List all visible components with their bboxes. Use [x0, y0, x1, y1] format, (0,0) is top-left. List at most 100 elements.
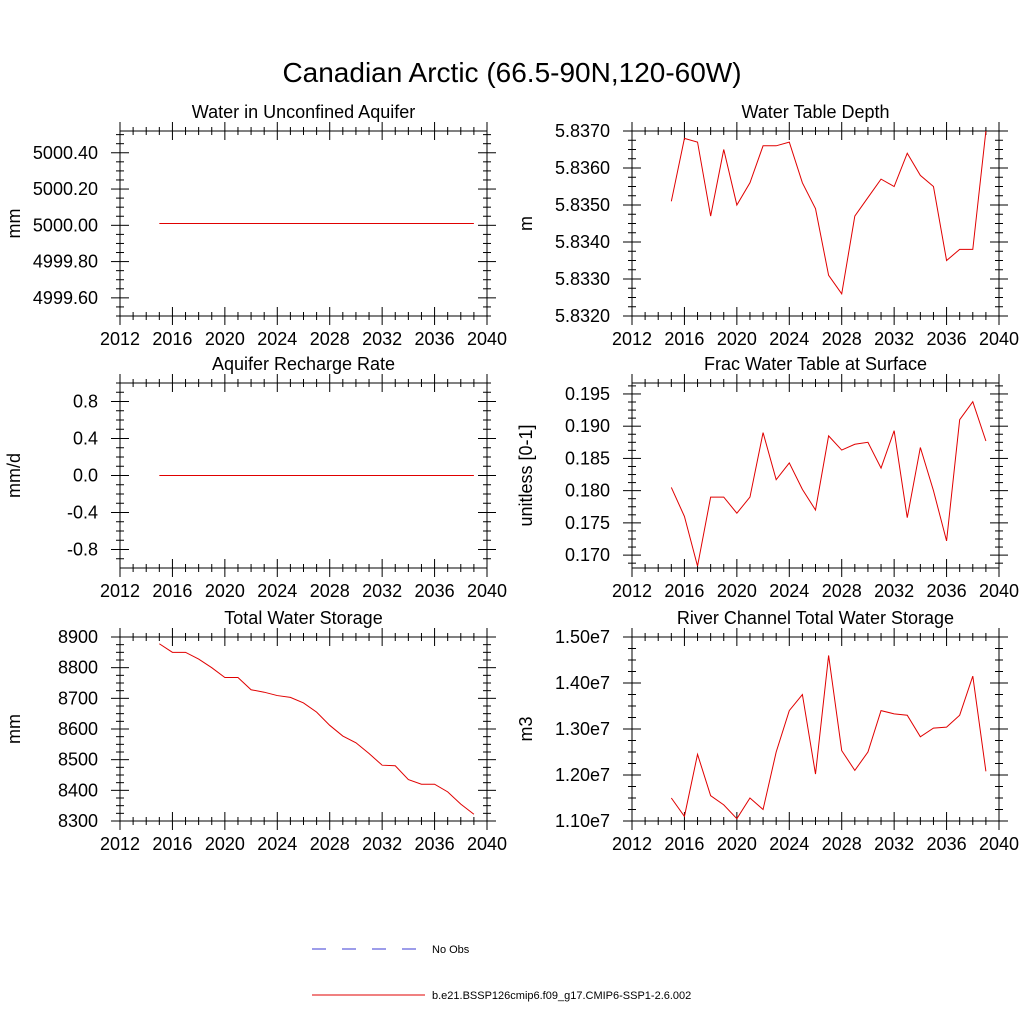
- x-tick-label: 2040: [979, 329, 1019, 349]
- y-tick-label: 5.8340: [555, 232, 610, 252]
- x-tick-label: 2032: [874, 834, 914, 854]
- y-tick-label: 5000.20: [33, 179, 98, 199]
- y-axis-label: m: [516, 216, 536, 231]
- y-axis-label: unitless [0-1]: [516, 424, 536, 526]
- panel-6: River Channel Total Water Storage m3 2012 2…: [516, 608, 1019, 854]
- x-tick-label: 2040: [467, 329, 507, 349]
- x-tick-label: 2020: [717, 329, 757, 349]
- x-tick-label: 2024: [257, 834, 297, 854]
- y-tick-label: -0.4: [67, 503, 98, 523]
- legend-no-obs-label: No Obs: [432, 944, 470, 956]
- x-tick-label: 2020: [717, 834, 757, 854]
- x-tick-label: 2016: [664, 834, 704, 854]
- y-tick-label: 5000.00: [33, 215, 98, 235]
- panel-2: Water Table Depth m 2012 2016 2020 2024 2028 20…: [516, 102, 1019, 349]
- x-tick-label: 2036: [927, 581, 967, 601]
- y-tick-label: 8300: [58, 811, 98, 831]
- panel-title: Water Table Depth: [741, 102, 889, 122]
- x-tick-label: 2028: [822, 329, 862, 349]
- x-tick-label: 2024: [769, 329, 809, 349]
- y-tick-label: 8700: [58, 688, 98, 708]
- panel-5: Total Water Storage mm 2012 2016 2020 2024 202…: [4, 608, 507, 854]
- y-tick-label: 0.195: [565, 384, 610, 404]
- x-tick-label: 2020: [717, 581, 757, 601]
- y-tick-label: 4999.80: [33, 252, 98, 272]
- x-tick-label: 2020: [205, 329, 245, 349]
- x-tick-label: 2012: [100, 834, 140, 854]
- x-tick-label: 2020: [205, 834, 245, 854]
- y-tick-label: 8900: [58, 627, 98, 647]
- x-tick-label: 2036: [927, 329, 967, 349]
- x-tick-label: 2032: [874, 329, 914, 349]
- y-tick-label: 8400: [58, 780, 98, 800]
- x-tick-label: 2012: [100, 329, 140, 349]
- plot-frame: [119, 636, 488, 822]
- x-tick-label: 2032: [362, 834, 402, 854]
- x-tick-label: 2040: [467, 581, 507, 601]
- legend: No Obs b.e21.BSSP126cmip6.f09_g17.CMIP6-…: [312, 944, 691, 1002]
- y-tick-label: 5.8330: [555, 269, 610, 289]
- y-tick-label: 1.30e7: [555, 719, 610, 739]
- x-tick-label: 2036: [415, 581, 455, 601]
- x-tick-label: 2024: [769, 834, 809, 854]
- figure-title: Canadian Arctic (66.5-90N,120-60W): [282, 57, 741, 88]
- x-tick-label: 2024: [769, 581, 809, 601]
- series-line: [159, 643, 475, 815]
- series-line: [670, 400, 987, 567]
- series-line: [670, 655, 987, 820]
- x-tick-label: 2016: [664, 329, 704, 349]
- panels: Water in Unconfined Aquifer mm 2012 2016 202…: [4, 102, 1019, 854]
- plot-frame: [631, 382, 1000, 569]
- panel-title: Aquifer Recharge Rate: [212, 354, 395, 374]
- x-tick-label: 2024: [257, 581, 297, 601]
- panel-title: Total Water Storage: [224, 608, 382, 628]
- x-tick-label: 2012: [100, 581, 140, 601]
- y-axis-label: mm: [4, 209, 24, 239]
- x-tick-label: 2016: [152, 834, 192, 854]
- x-tick-label: 2032: [362, 581, 402, 601]
- panel-title: Water in Unconfined Aquifer: [192, 102, 415, 122]
- x-tick-label: 2040: [979, 581, 1019, 601]
- legend-model-label: b.e21.BSSP126cmip6.f09_g17.CMIP6-SSP1-2.…: [432, 990, 691, 1002]
- x-tick-label: 2028: [310, 329, 350, 349]
- y-tick-label: 0.170: [565, 545, 610, 565]
- panel-4: Frac Water Table at Surface unitless [0-1…: [516, 354, 1019, 601]
- y-axis-label: mm: [4, 714, 24, 744]
- x-tick-label: 2016: [152, 581, 192, 601]
- x-tick-label: 2036: [415, 329, 455, 349]
- y-tick-label: 1.10e7: [555, 811, 610, 831]
- x-tick-label: 2028: [822, 581, 862, 601]
- y-tick-label: 0.175: [565, 513, 610, 533]
- y-tick-label: 5000.40: [33, 143, 98, 163]
- y-tick-label: 8600: [58, 719, 98, 739]
- y-tick-label: 5.8350: [555, 195, 610, 215]
- y-axis-label: mm/d: [4, 453, 24, 498]
- series-line: [670, 130, 987, 296]
- y-tick-label: 0.8: [73, 392, 98, 412]
- y-tick-label: 1.40e7: [555, 673, 610, 693]
- panel-3: Aquifer Recharge Rate mm/d 2012 2016 2020 202…: [4, 354, 507, 601]
- y-tick-label: 8800: [58, 658, 98, 678]
- x-tick-label: 2036: [415, 834, 455, 854]
- plot-frame: [631, 130, 1000, 317]
- y-tick-label: -0.8: [67, 540, 98, 560]
- x-tick-label: 2012: [612, 329, 652, 349]
- x-tick-label: 2020: [205, 581, 245, 601]
- x-tick-label: 2032: [362, 329, 402, 349]
- x-tick-label: 2032: [874, 581, 914, 601]
- x-tick-label: 2028: [822, 834, 862, 854]
- x-tick-label: 2028: [310, 834, 350, 854]
- x-tick-label: 2036: [927, 834, 967, 854]
- panel-title: Frac Water Table at Surface: [704, 354, 927, 374]
- x-tick-label: 2040: [979, 834, 1019, 854]
- x-tick-label: 2040: [467, 834, 507, 854]
- x-tick-label: 2012: [612, 834, 652, 854]
- x-tick-label: 2016: [152, 329, 192, 349]
- plot-frame: [631, 636, 1000, 822]
- y-tick-label: 5.8360: [555, 158, 610, 178]
- y-tick-label: 0.180: [565, 481, 610, 501]
- y-tick-label: 0.0: [73, 466, 98, 486]
- x-tick-label: 2012: [612, 581, 652, 601]
- y-tick-label: 5.8370: [555, 121, 610, 141]
